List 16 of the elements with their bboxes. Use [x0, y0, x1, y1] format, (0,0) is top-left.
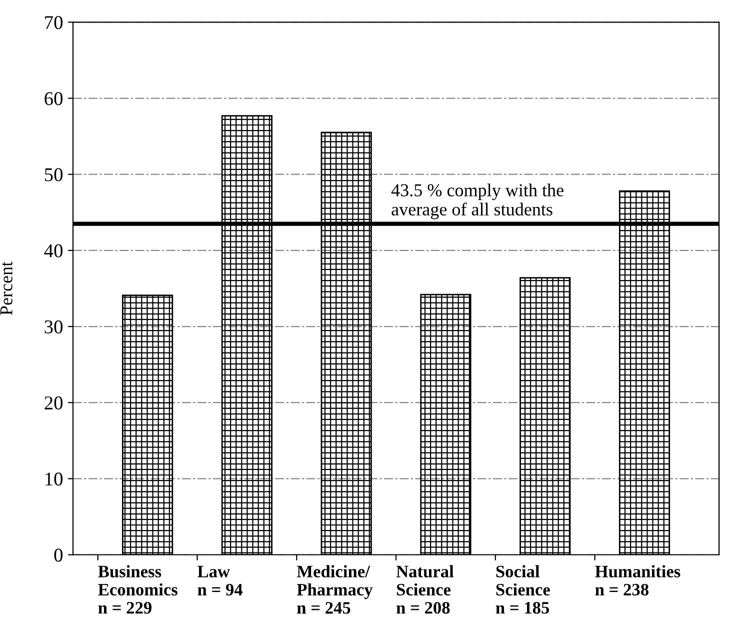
y-tick-label: 30	[44, 320, 63, 334]
y-tick-label: 10	[46, 472, 63, 486]
y-axis-title: Percent	[0, 262, 12, 316]
y-tick-label: 70	[45, 16, 63, 30]
x-tick-label: Law n = 94	[198, 566, 243, 596]
y-tick-label: 50	[44, 168, 63, 182]
y-tick-label: 40	[44, 244, 63, 258]
x-tick-label: Business Economics n = 229	[98, 565, 178, 614]
x-tick-label: Natural Science n = 208	[396, 565, 454, 614]
x-tick-label: Medicine/ Pharmacy n = 245	[296, 565, 373, 614]
ref-line-label: 43.5 % comply with the average of all students	[391, 184, 564, 220]
y-tick-label: 0	[54, 548, 63, 562]
x-tick-label: Humanities n = 238	[595, 565, 680, 596]
x-tick-label: Social Science n = 185	[496, 565, 550, 614]
y-tick-label: 20	[44, 396, 63, 410]
y-tick-label: 60	[44, 92, 63, 106]
